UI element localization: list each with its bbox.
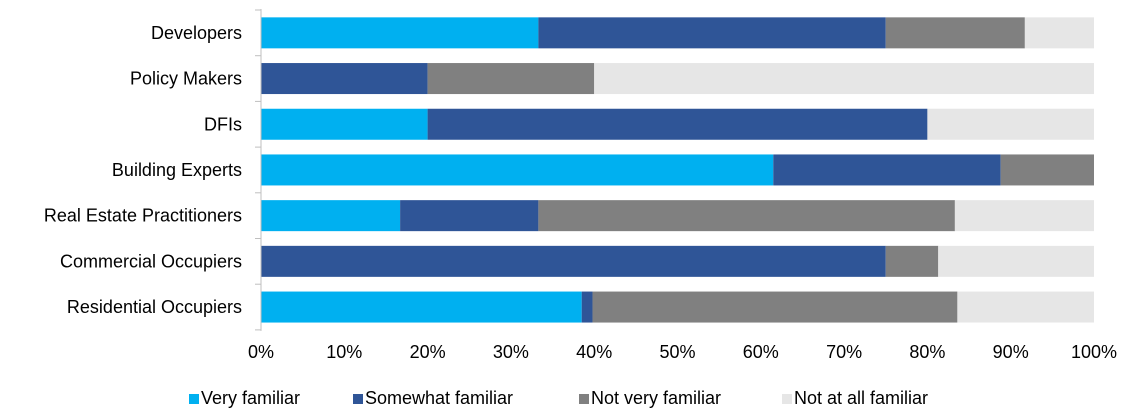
bar-segment	[938, 245, 1094, 277]
legend-item: Somewhat familiar	[353, 388, 513, 408]
legend-item: Not at all familiar	[782, 388, 928, 408]
bar-segment	[592, 291, 958, 323]
x-tick-label: 10%	[326, 342, 362, 362]
category-label: Residential Occupiers	[67, 297, 242, 317]
bar-segment	[773, 154, 1001, 186]
bar-segment	[594, 63, 1094, 95]
bar-segment	[261, 63, 428, 95]
bar-segment	[261, 17, 539, 49]
category-label: Building Experts	[112, 160, 242, 180]
legend-swatch	[782, 394, 792, 404]
bar-segment	[927, 108, 1094, 140]
bar-segment	[581, 291, 593, 323]
legend-swatch	[579, 394, 589, 404]
bar-segment	[1000, 154, 1094, 186]
bar-segment	[261, 245, 886, 277]
x-tick-label: 40%	[576, 342, 612, 362]
legend-label: Somewhat familiar	[365, 388, 513, 408]
bar-segment	[261, 108, 428, 140]
category-label: DFIs	[204, 114, 242, 134]
legend-label: Not at all familiar	[794, 388, 928, 408]
category-label: Commercial Occupiers	[60, 251, 242, 271]
legend-item: Very familiar	[189, 388, 300, 408]
x-tick-label: 30%	[493, 342, 529, 362]
legend-swatch	[353, 394, 363, 404]
legend-swatch	[189, 394, 199, 404]
legend-label: Not very familiar	[591, 388, 721, 408]
x-tick-label: 0%	[248, 342, 274, 362]
category-label: Real Estate Practitioners	[44, 206, 242, 226]
x-tick-label: 80%	[909, 342, 945, 362]
category-label: Policy Makers	[130, 69, 242, 89]
bar-segment	[1024, 17, 1094, 49]
bar-segment	[261, 291, 582, 323]
x-tick-label: 70%	[826, 342, 862, 362]
bar-segment	[261, 154, 774, 186]
x-tick-label: 50%	[659, 342, 695, 362]
bar-segment	[538, 200, 955, 232]
bar-segment	[957, 291, 1094, 323]
bar-segment	[885, 245, 939, 277]
category-label: Developers	[151, 23, 242, 43]
bar-segment	[885, 17, 1025, 49]
x-tick-label: 90%	[993, 342, 1029, 362]
bar-segment	[427, 108, 928, 140]
bar-segment	[538, 17, 886, 49]
bar-segment	[954, 200, 1094, 232]
bar-segment	[400, 200, 539, 232]
x-tick-label: 100%	[1071, 342, 1117, 362]
x-tick-label: 20%	[410, 342, 446, 362]
x-tick-label: 60%	[743, 342, 779, 362]
bar-segment	[261, 200, 401, 232]
bar-segment	[427, 63, 595, 95]
legend-label: Very familiar	[201, 388, 300, 408]
legend-item: Not very familiar	[579, 388, 721, 408]
